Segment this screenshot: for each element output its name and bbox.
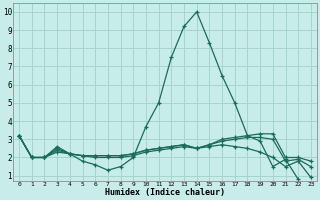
X-axis label: Humidex (Indice chaleur): Humidex (Indice chaleur) xyxy=(105,188,225,197)
